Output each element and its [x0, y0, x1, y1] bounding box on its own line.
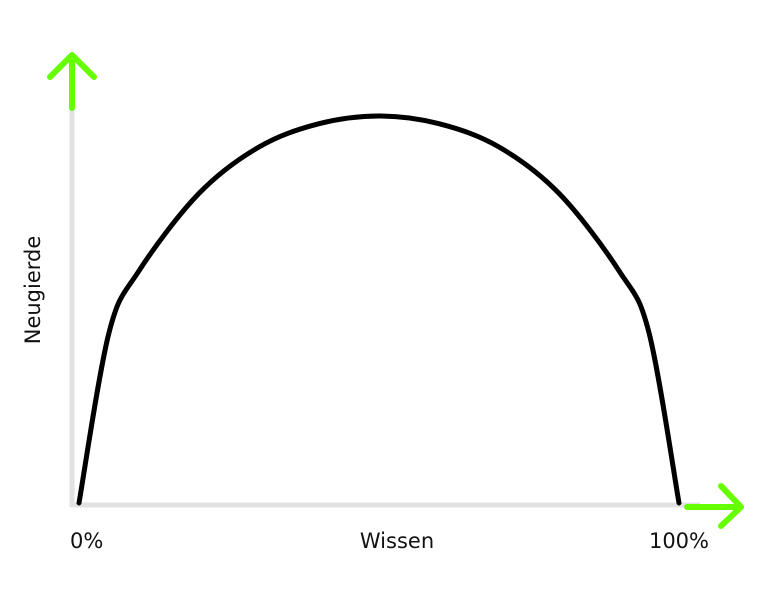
x-tick-label-100: 100%: [649, 529, 709, 553]
curve-series: [76, 113, 682, 506]
y-axis-label: Neugierde: [21, 236, 45, 345]
x-axis-label: Wissen: [360, 529, 434, 553]
x-axis-arrow-icon: [684, 483, 744, 529]
y-axis-arrow-icon: [47, 52, 97, 111]
x-tick-label-0: 0%: [70, 529, 103, 553]
